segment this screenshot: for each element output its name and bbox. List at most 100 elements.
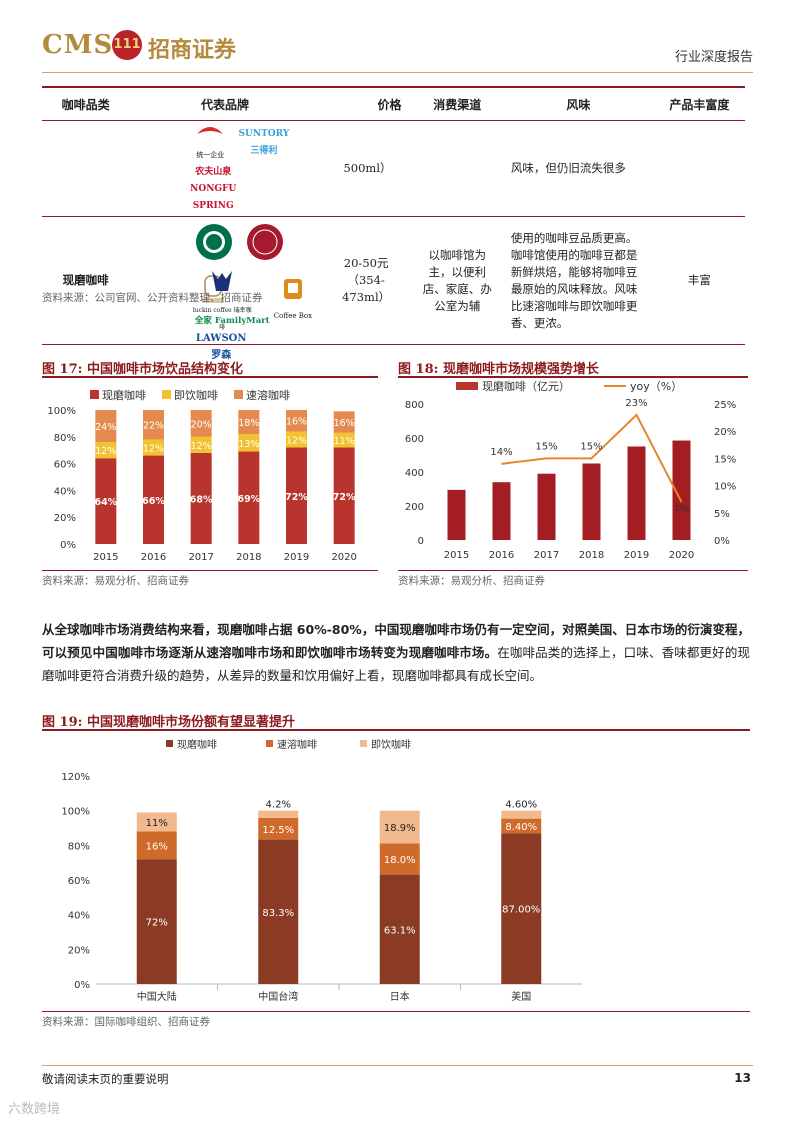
x-tick-label: 2018 — [236, 552, 261, 563]
y-tick-label: 20% — [54, 513, 76, 524]
legend-swatch — [162, 390, 171, 399]
bar-segment — [258, 810, 299, 818]
bar-segment — [258, 817, 299, 840]
para-part2: ，中国现磨咖啡市场仍有一定空间，对照美国、日本市场的衍演变程，可以预见中国咖啡市… — [42, 622, 750, 660]
x-tick-label: 日本 — [390, 990, 410, 1003]
table-row: 现磨咖啡 luckin coffee 瑞幸咖啡 — [42, 216, 745, 361]
bar-segment — [258, 839, 299, 984]
data-label: 18% — [238, 418, 259, 429]
fig18-bottom-rule — [398, 570, 748, 571]
bar-segment — [143, 439, 164, 456]
nongfu-logo: 农夫山泉 NONGFU SPRING — [190, 167, 237, 211]
bar — [582, 463, 601, 540]
data-label: 68% — [190, 494, 213, 505]
bar — [627, 446, 646, 540]
legend-swatch — [266, 740, 273, 747]
legend-label: 速溶咖啡 — [246, 388, 290, 402]
price-cell: 20-50元（354-473ml） — [320, 216, 412, 345]
fig18-source: 资料来源：易观分析、招商证券 — [398, 575, 545, 587]
data-label: 13% — [238, 439, 259, 450]
y-right-tick-label: 25% — [714, 400, 736, 411]
fig17-title: 图 17: 中国咖啡市场饮品结构变化 — [42, 362, 243, 377]
y-tick-label: 200 — [405, 502, 424, 513]
legend-label: 现磨咖啡（亿元） — [482, 380, 570, 393]
bar-segment — [95, 410, 117, 443]
bar-segment — [190, 436, 212, 453]
table-source: 资料来源：公司官网、公开资料整理、招商证券 — [42, 292, 263, 304]
footer-note: 敬请阅读末页的重要说明 — [42, 1072, 169, 1086]
data-label: 11% — [334, 436, 355, 447]
yoy-label: 14% — [490, 447, 512, 458]
fig19-chart: 现磨咖啡 速溶咖啡 即饮咖啡 0% 20% 40% 60% 80% 100% 120% 72% 16%… — [61, 738, 582, 1003]
y-tick-label: 100% — [61, 807, 90, 818]
fig17-rule — [42, 376, 378, 378]
bar-segment — [143, 455, 164, 544]
table-header: 价格 — [320, 86, 412, 121]
fig19-source: 资料来源：国际咖啡组织、招商证券 — [42, 1016, 210, 1028]
bar-segment — [286, 410, 307, 432]
fig19-bottom-rule — [42, 1011, 750, 1012]
fig19-title: 图 19: 中国现磨咖啡市场份额有望显著提升 — [42, 715, 295, 730]
bar-segment — [379, 810, 420, 844]
data-label: 64% — [94, 497, 117, 508]
y-tick-label: 800 — [405, 400, 424, 411]
table-header: 产品丰富度 — [653, 86, 745, 121]
x-tick-label: 2019 — [284, 552, 309, 563]
y-tick-label: 60% — [68, 876, 90, 887]
x-tick-label: 2020 — [669, 550, 694, 561]
y-right-tick-label: 20% — [714, 427, 736, 438]
yoy-label: 15% — [580, 441, 602, 452]
legend-label: 速溶咖啡 — [277, 738, 317, 751]
bar-segment — [379, 843, 420, 875]
data-label: 22% — [143, 421, 164, 432]
y-tick-label: 600 — [405, 434, 424, 445]
x-tick-label: 2017 — [188, 552, 213, 563]
flavor-cell: 使用的咖啡豆品质更高。咖啡馆使用的咖啡豆都是新鲜烘焙，能够将咖啡豆最原始的风味释… — [502, 216, 654, 345]
data-label: 11% — [146, 818, 168, 829]
y-tick-label: 20% — [68, 945, 90, 956]
data-label: 16% — [334, 418, 355, 429]
data-label: 16% — [286, 417, 307, 428]
channel-cell: 以咖啡馆为主，以便利店、家庭、办公室为辅 — [411, 216, 503, 345]
tongyi-logo: 统一企业 — [189, 122, 231, 164]
y-tick-label: 80% — [54, 433, 76, 444]
bar-segment — [136, 812, 177, 832]
luckin-icon — [212, 270, 233, 291]
bar-segment — [143, 410, 164, 440]
fig17-bottom-rule — [42, 570, 378, 571]
data-label: 16% — [146, 841, 168, 852]
x-tick-label: 2016 — [489, 550, 514, 561]
report-type: 行业深度报告 — [674, 50, 753, 65]
tongyi-logo-icon — [197, 127, 224, 134]
data-label: 12% — [286, 435, 307, 446]
table-header: 咖啡品类 — [42, 86, 130, 121]
legend-swatch — [456, 382, 478, 390]
starbucks-icon — [196, 223, 233, 260]
category-cell: 现磨咖啡 — [42, 216, 130, 345]
bar-segment — [136, 859, 177, 984]
fig19-rule — [42, 729, 750, 731]
y-tick-label: 40% — [54, 486, 76, 497]
data-label: 72% — [285, 492, 308, 503]
bar-segment — [501, 818, 542, 834]
footer-rule — [42, 1065, 753, 1066]
y-tick-label: 100% — [47, 406, 76, 417]
legend-label: 即饮咖啡 — [174, 388, 218, 402]
y-right-tick-label: 5% — [714, 509, 730, 520]
x-tick-label: 美国 — [511, 990, 531, 1003]
fig17-chart: 现磨咖啡 即饮咖啡 速溶咖啡 0% 20% 40% 60% 80% 100% 64% 12% 24% 2… — [47, 388, 356, 563]
x-tick-label: 2015 — [444, 550, 469, 561]
data-label: 8.40% — [505, 822, 537, 833]
bar-segment — [238, 451, 260, 544]
yoy-label: 7% — [674, 504, 690, 515]
bar — [492, 482, 511, 540]
bar-segment — [286, 447, 307, 544]
bar-segment — [333, 432, 355, 448]
data-label: 72% — [146, 918, 168, 929]
y-right-tick-label: 15% — [714, 454, 736, 465]
fig17-source: 资料来源：易观分析、招商证券 — [42, 575, 189, 587]
x-tick-label: 中国大陆 — [137, 990, 177, 1003]
y-tick-label: 0 — [418, 536, 424, 547]
data-label: 4.2% — [266, 800, 291, 811]
bar-segment — [190, 452, 212, 544]
